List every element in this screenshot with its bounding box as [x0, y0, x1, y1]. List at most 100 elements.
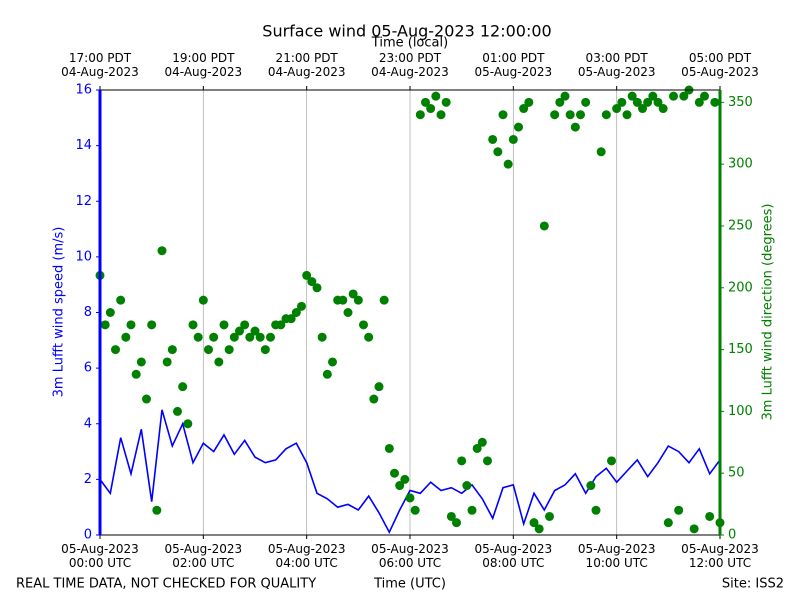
y2-tick-label: 100: [728, 404, 753, 419]
x2-tick-label: 21:00 PDT 04-Aug-2023: [267, 51, 346, 79]
direction-point: [658, 104, 668, 114]
direction-point: [395, 481, 405, 491]
footer-right: Site: ISS2: [722, 577, 784, 592]
direction-point: [219, 320, 229, 330]
direction-point: [581, 97, 591, 107]
direction-point: [653, 97, 663, 107]
direction-point: [343, 308, 353, 317]
direction-point: [503, 159, 513, 169]
direction-point: [100, 320, 110, 330]
direction-point: [364, 332, 374, 342]
direction-point: [498, 110, 508, 120]
direction-point: [415, 110, 425, 120]
direction-point: [147, 320, 157, 330]
y-tick-label: 14: [75, 138, 92, 153]
direction-point: [472, 443, 482, 453]
direction-point: [209, 332, 219, 342]
direction-point: [286, 314, 296, 324]
y-axis-label: 3m Lufft wind speed (m/s): [52, 227, 67, 398]
direction-point: [111, 345, 120, 355]
direction-point: [214, 357, 224, 367]
direction-point: [276, 320, 286, 330]
direction-point: [452, 518, 461, 528]
direction-point: [312, 283, 322, 293]
direction-point: [379, 295, 389, 305]
direction-point: [384, 443, 394, 453]
direction-point: [560, 91, 570, 101]
x-tick-label: 05-Aug-2023 10:00 UTC: [577, 542, 656, 570]
direction-point: [348, 289, 358, 299]
direction-point: [705, 511, 715, 521]
direction-point: [648, 91, 658, 101]
direction-point: [302, 270, 312, 280]
direction-point: [162, 357, 172, 367]
direction-point: [204, 345, 213, 355]
direction-point: [224, 345, 234, 355]
speed-line: [99, 409, 721, 534]
direction-point: [173, 406, 182, 416]
x-tick-label: 05-Aug-2023 02:00 UTC: [164, 542, 243, 570]
direction-point: [483, 456, 492, 466]
direction-point: [632, 97, 642, 107]
direction-point: [493, 147, 503, 157]
y2-tick-label: 350: [728, 95, 753, 110]
direction-point: [607, 456, 616, 466]
direction-point: [136, 357, 146, 367]
direction-point: [266, 332, 275, 342]
direction-point: [410, 505, 420, 515]
direction-point: [142, 394, 151, 404]
x-tick-label: 05-Aug-2023 04:00 UTC: [267, 542, 346, 570]
direction-point: [307, 277, 317, 287]
direction-point: [679, 91, 689, 101]
y2-tick-label: 200: [728, 280, 753, 295]
x-tick-label: 05-Aug-2023 08:00 UTC: [474, 542, 553, 570]
direction-point: [529, 518, 539, 528]
direction-point: [586, 481, 596, 491]
direction-point: [539, 221, 549, 231]
direction-point: [477, 437, 487, 447]
direction-point: [627, 91, 637, 101]
direction-point: [400, 474, 410, 484]
y2-tick-label: 50: [728, 466, 745, 481]
x2-axis-label: Time (local): [371, 36, 448, 51]
direction-point: [297, 301, 306, 311]
direction-point: [183, 419, 193, 429]
direction-point: [240, 320, 250, 330]
y-tick-label: 2: [84, 472, 92, 487]
x-tick-label: 05-Aug-2023 00:00 UTC: [61, 542, 139, 570]
y2-tick-label: 150: [728, 342, 753, 357]
direction-point: [596, 147, 606, 157]
direction-point: [694, 97, 704, 107]
y2-tick-label: 300: [728, 157, 753, 172]
direction-point: [188, 320, 198, 330]
direction-point: [198, 295, 208, 305]
x-tick-label: 05-Aug-2023 12:00 UTC: [681, 542, 759, 570]
direction-point: [338, 295, 348, 305]
y2-tick-label: 250: [728, 218, 753, 233]
direction-point: [121, 332, 131, 342]
chart-title: Surface wind 05-Aug-2023 12:00:00: [262, 22, 551, 41]
direction-point: [255, 332, 265, 342]
direction-point: [591, 505, 601, 515]
direction-point: [317, 332, 327, 342]
direction-point: [328, 357, 337, 367]
direction-point: [426, 104, 436, 114]
x2-tick-label: 05:00 PDT 05-Aug-2023: [681, 51, 759, 79]
direction-point: [576, 110, 585, 120]
direction-point: [152, 505, 162, 515]
direction-point: [235, 326, 244, 336]
direction-point: [514, 122, 523, 132]
direction-point: [405, 493, 415, 503]
direction-point: [390, 468, 399, 478]
direction-point: [116, 295, 126, 305]
direction-point: [555, 97, 565, 107]
y2-tick-label: 0: [728, 528, 736, 543]
direction-point: [157, 246, 167, 256]
direction-point: [570, 122, 580, 132]
direction-point: [700, 91, 709, 101]
x2-tick-label: 17:00 PDT 04-Aug-2023: [61, 51, 139, 79]
y-tick-label: 12: [75, 194, 92, 209]
direction-point: [550, 110, 560, 120]
